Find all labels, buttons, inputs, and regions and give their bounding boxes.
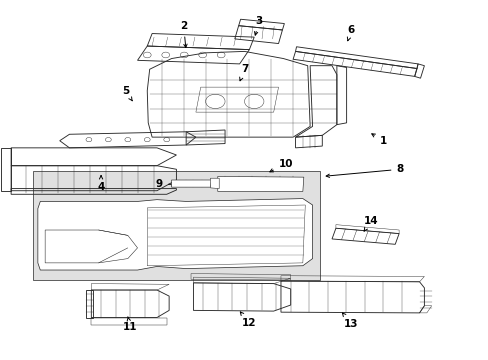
Polygon shape: [217, 176, 303, 192]
Polygon shape: [33, 171, 319, 280]
Text: 8: 8: [325, 164, 403, 177]
Polygon shape: [38, 199, 312, 270]
Text: 5: 5: [122, 86, 132, 101]
Text: 12: 12: [240, 312, 256, 328]
Polygon shape: [171, 180, 211, 187]
Text: 10: 10: [269, 159, 292, 172]
Text: 4: 4: [97, 176, 104, 192]
Text: 7: 7: [239, 64, 248, 81]
Text: 6: 6: [346, 25, 354, 41]
Text: 13: 13: [342, 313, 358, 329]
Text: 2: 2: [180, 21, 187, 48]
Polygon shape: [210, 178, 219, 189]
Text: 1: 1: [371, 134, 386, 146]
Text: 3: 3: [254, 16, 262, 35]
Text: 11: 11: [123, 317, 137, 332]
Text: 9: 9: [156, 179, 175, 189]
Text: 14: 14: [363, 216, 377, 231]
